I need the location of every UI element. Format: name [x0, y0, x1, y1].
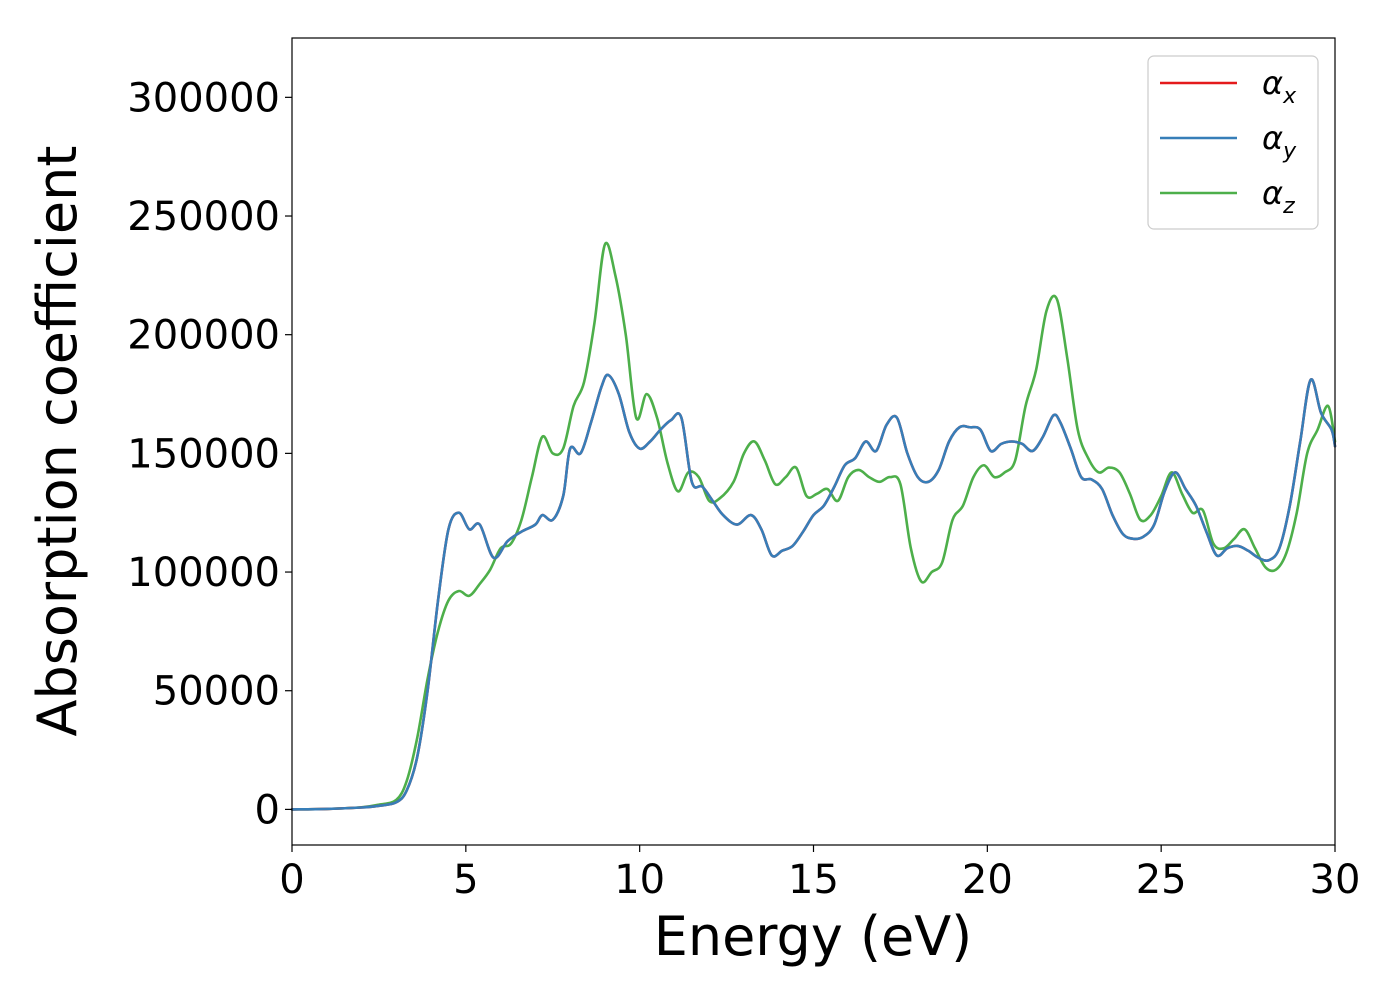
y-tick-label: 150000 [127, 431, 280, 477]
y-axis-ticks: 0 50000 100000 150000 200000 250000 300000 [127, 75, 292, 833]
x-axis-ticks: 0 5 10 15 20 25 30 [279, 845, 1360, 903]
series-layer [290, 241, 1337, 811]
x-tick-label: 20 [962, 857, 1013, 903]
x-tick-label: 15 [788, 857, 839, 903]
legend-subscript: y [1282, 139, 1297, 164]
x-tick-label: 10 [614, 857, 665, 903]
y-tick-label: 50000 [153, 669, 280, 715]
y-tick-label: 100000 [127, 550, 280, 596]
legend-subscript: z [1282, 194, 1295, 219]
y-axis-label: Absorption coefficient [26, 146, 89, 737]
x-tick-label: 30 [1310, 857, 1361, 903]
y-tick-label: 0 [255, 787, 280, 833]
x-tick-label: 0 [279, 857, 304, 903]
series-line-alpha-y [290, 373, 1337, 811]
x-axis-label: Energy (eV) [654, 905, 973, 968]
x-tick-label: 25 [1136, 857, 1187, 903]
y-tick-label: 250000 [127, 194, 280, 240]
y-tick-label: 300000 [127, 75, 280, 121]
y-tick-label: 200000 [127, 313, 280, 359]
x-tick-label: 5 [453, 857, 478, 903]
legend-box [1147, 55, 1319, 230]
legend-subscript: x [1282, 84, 1297, 109]
